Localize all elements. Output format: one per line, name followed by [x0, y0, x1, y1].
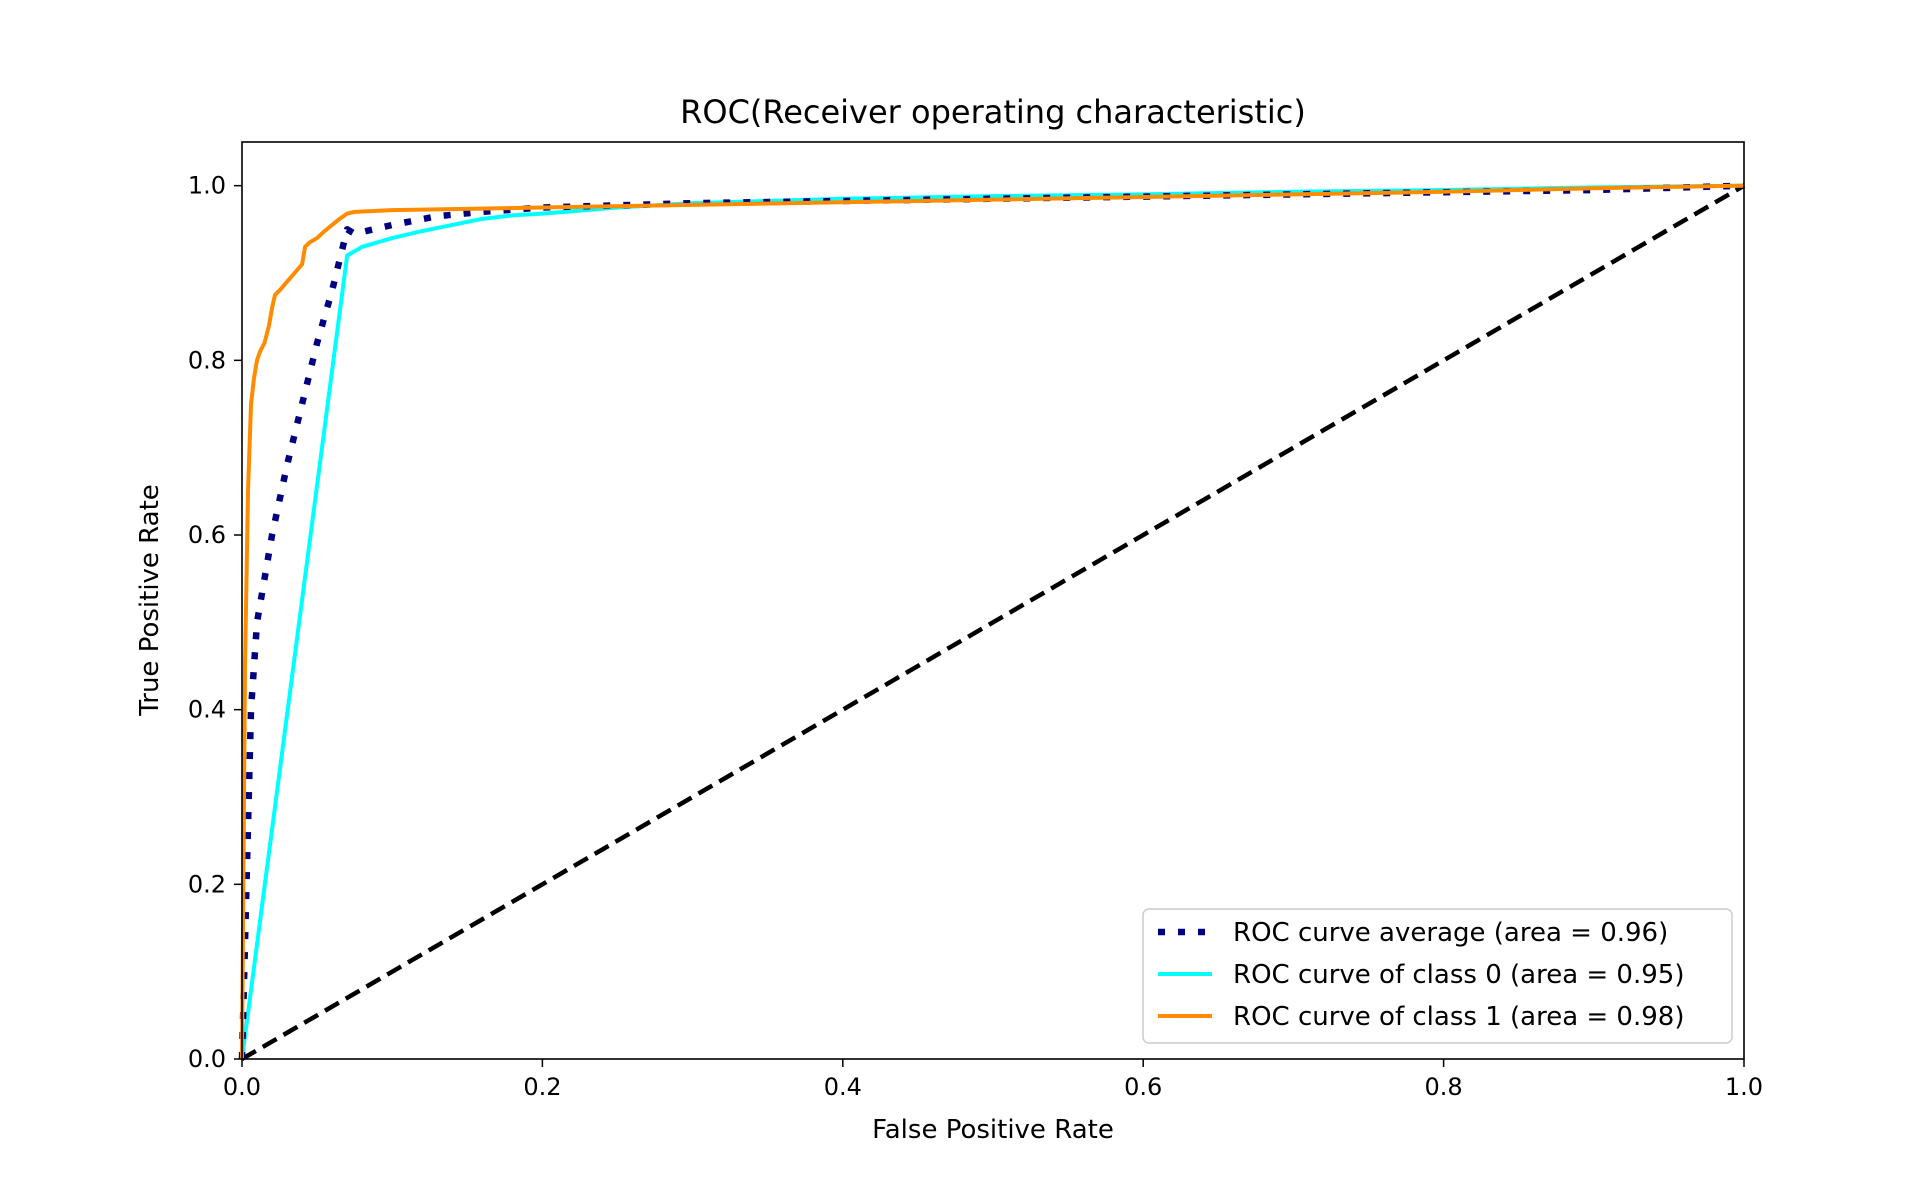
y-axis-label: True Positive Rate	[135, 484, 165, 717]
series-line-2	[240, 183, 1745, 1060]
x-axis-label: False Positive Rate	[872, 1115, 1114, 1145]
series-layer	[238, 182, 1746, 1061]
legend-label: ROC curve of class 0 (area = 0.95)	[1233, 960, 1684, 990]
y-tick-label: 0.8	[188, 346, 226, 374]
legend-label: ROC curve of class 1 (area = 0.98)	[1233, 1002, 1684, 1032]
axis-ticks: 0.0 0.2 0.4 0.6 0.8 1.0 0.0 0.2 0.4 0.6 0.8 1.0	[188, 172, 1763, 1101]
legend: ROC curve average (area = 0.96) ROC curve…	[1142, 908, 1733, 1044]
y-tick-label: 0.6	[188, 521, 226, 549]
legend-label: ROC curve average (area = 0.96)	[1233, 918, 1668, 948]
x-tick-label: 0.0	[223, 1073, 261, 1101]
legend-box	[1142, 908, 1733, 1044]
plot-area-frame	[241, 141, 1745, 1060]
legend-entries: ROC curve average (area = 0.96) ROC curve…	[1158, 918, 1684, 1032]
series-line-1	[240, 183, 1745, 1060]
x-tick-label: 0.2	[523, 1073, 561, 1101]
y-tick-label: 0.4	[188, 696, 226, 724]
y-tick-label: 1.0	[188, 172, 226, 200]
x-tick-label: 1.0	[1725, 1073, 1763, 1101]
chart-title: ROC(Receiver operating characteristic)	[680, 93, 1306, 131]
series-line-diagonal	[240, 183, 1746, 1061]
series-line-0	[238, 182, 1745, 1060]
y-tick-label: 0.2	[188, 870, 226, 898]
y-tick-label: 0.0	[188, 1045, 226, 1073]
x-tick-label: 0.6	[1124, 1073, 1162, 1101]
x-tick-label: 0.4	[824, 1073, 862, 1101]
x-tick-label: 0.8	[1425, 1073, 1463, 1101]
